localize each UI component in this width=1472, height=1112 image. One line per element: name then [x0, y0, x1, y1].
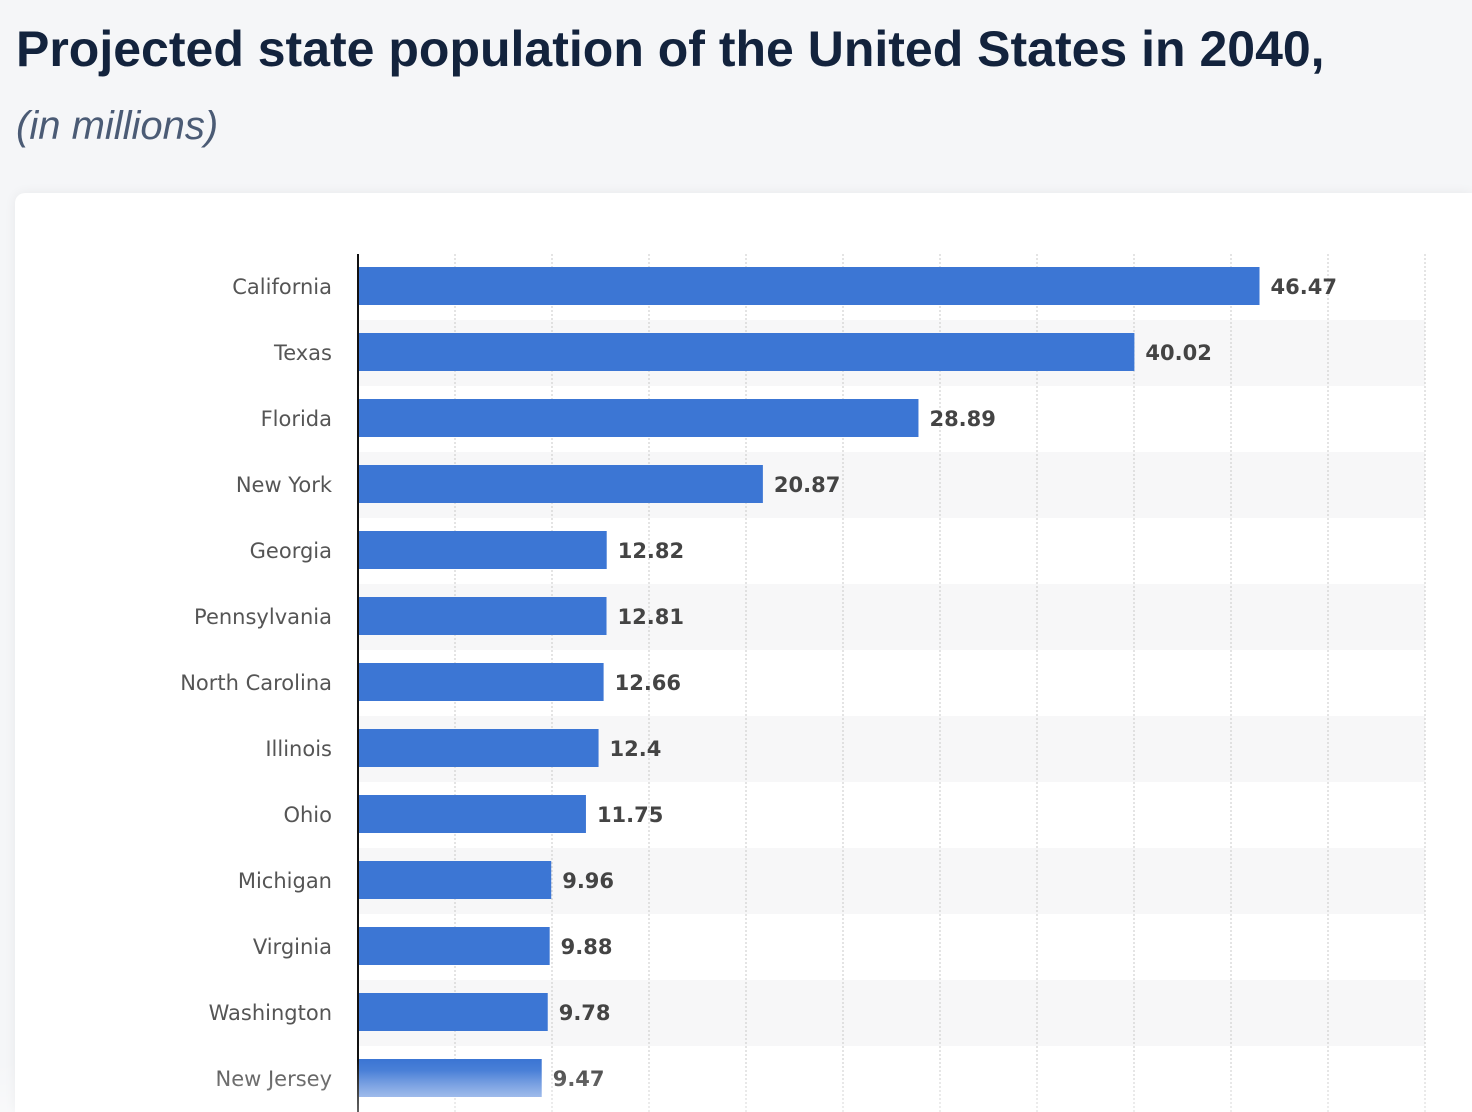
bar-california — [358, 267, 1260, 305]
category-label: Pennsylvania — [194, 605, 332, 629]
data-label: 12.82 — [618, 539, 684, 563]
bar-new-jersey — [358, 1059, 542, 1097]
category-label: Georgia — [250, 539, 332, 563]
chart-subtitle: (in millions) — [16, 104, 219, 148]
bar-washington — [358, 993, 548, 1031]
category-label: North Carolina — [180, 671, 332, 695]
bar-new-york — [358, 465, 763, 503]
bar-florida — [358, 399, 919, 437]
category-label: Texas — [273, 341, 332, 365]
category-label: California — [232, 275, 332, 299]
bar-texas — [358, 333, 1135, 371]
bar-michigan — [358, 861, 552, 899]
category-label: Michigan — [238, 869, 332, 893]
category-label: Illinois — [265, 737, 332, 761]
data-label: 40.02 — [1145, 341, 1211, 365]
chart-title: Projected state population of the United… — [16, 21, 1325, 77]
category-label: New York — [236, 473, 333, 497]
data-label: 9.47 — [553, 1067, 605, 1091]
category-label: Ohio — [283, 803, 332, 827]
data-label: 28.89 — [929, 407, 995, 431]
data-label: 9.96 — [562, 869, 614, 893]
data-label: 9.78 — [559, 1001, 611, 1025]
data-label: 12.81 — [618, 605, 684, 629]
bar-georgia — [358, 531, 607, 569]
category-label: New Jersey — [215, 1067, 332, 1091]
category-label: Washington — [209, 1001, 332, 1025]
category-label: Virginia — [253, 935, 332, 959]
data-label: 12.4 — [610, 737, 662, 761]
category-label: Florida — [261, 407, 332, 431]
bar-virginia — [358, 927, 550, 965]
data-label: 11.75 — [597, 803, 663, 827]
bar-north-carolina — [358, 663, 604, 701]
data-label: 12.66 — [615, 671, 681, 695]
bar-illinois — [358, 729, 599, 767]
data-label: 9.88 — [561, 935, 613, 959]
data-label: 46.47 — [1271, 275, 1337, 299]
bar-pennsylvania — [358, 597, 607, 635]
bar-ohio — [358, 795, 586, 833]
data-label: 20.87 — [774, 473, 840, 497]
